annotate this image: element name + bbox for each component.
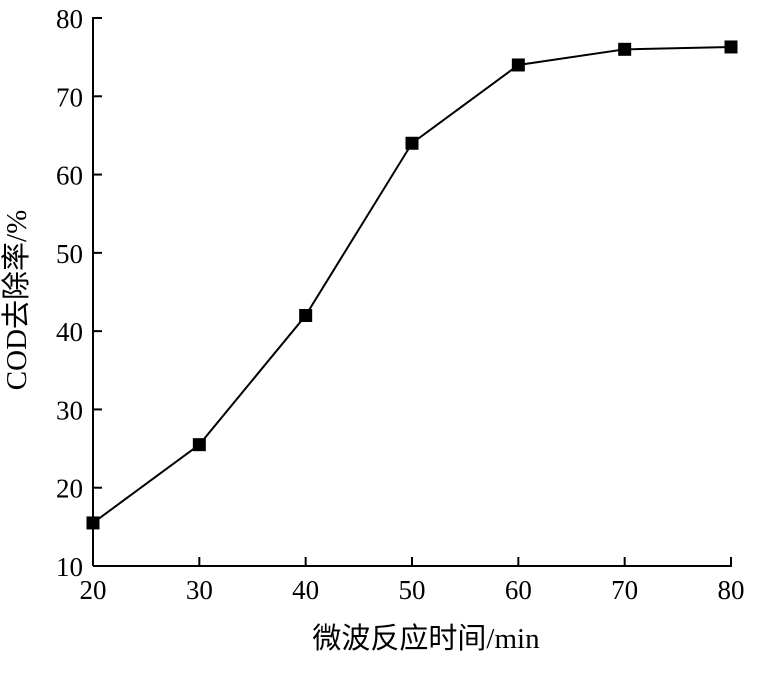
data-point-marker: [405, 136, 419, 150]
x-tick-label: 70: [611, 575, 638, 605]
axes: [92, 17, 732, 567]
data-point-marker: [511, 58, 525, 72]
y-tick-label: 80: [56, 4, 83, 34]
x-tick-label: 60: [505, 575, 532, 605]
x-tick-label: 20: [80, 575, 107, 605]
x-tick-label: 40: [292, 575, 319, 605]
y-tick-label: 60: [56, 161, 83, 191]
y-tick-label: 20: [56, 474, 83, 504]
y-axis-title: COD去除率/%: [0, 210, 33, 390]
y-tick-label: 50: [56, 239, 83, 269]
y-tick-label: 70: [56, 82, 83, 112]
data-point-marker: [724, 40, 738, 54]
data-point-marker: [299, 308, 313, 322]
data-point-marker: [86, 516, 100, 530]
series: [86, 40, 738, 530]
data-point-marker: [618, 42, 632, 56]
data-point-marker: [192, 438, 206, 452]
x-tick-label: 80: [718, 575, 745, 605]
y-ticks: 10 20 30 40 50 60 70 80: [56, 4, 102, 582]
y-tick-label: 10: [56, 552, 83, 582]
x-axis-title: 微波反应时间/min: [312, 622, 540, 655]
y-tick-label: 30: [56, 395, 83, 425]
x-tick-label: 30: [186, 575, 213, 605]
x-tick-label: 50: [399, 575, 426, 605]
series-line: [92, 45, 732, 524]
x-ticks: 20 30 40 50 60 70 80: [80, 557, 745, 605]
y-tick-label: 40: [56, 317, 83, 347]
